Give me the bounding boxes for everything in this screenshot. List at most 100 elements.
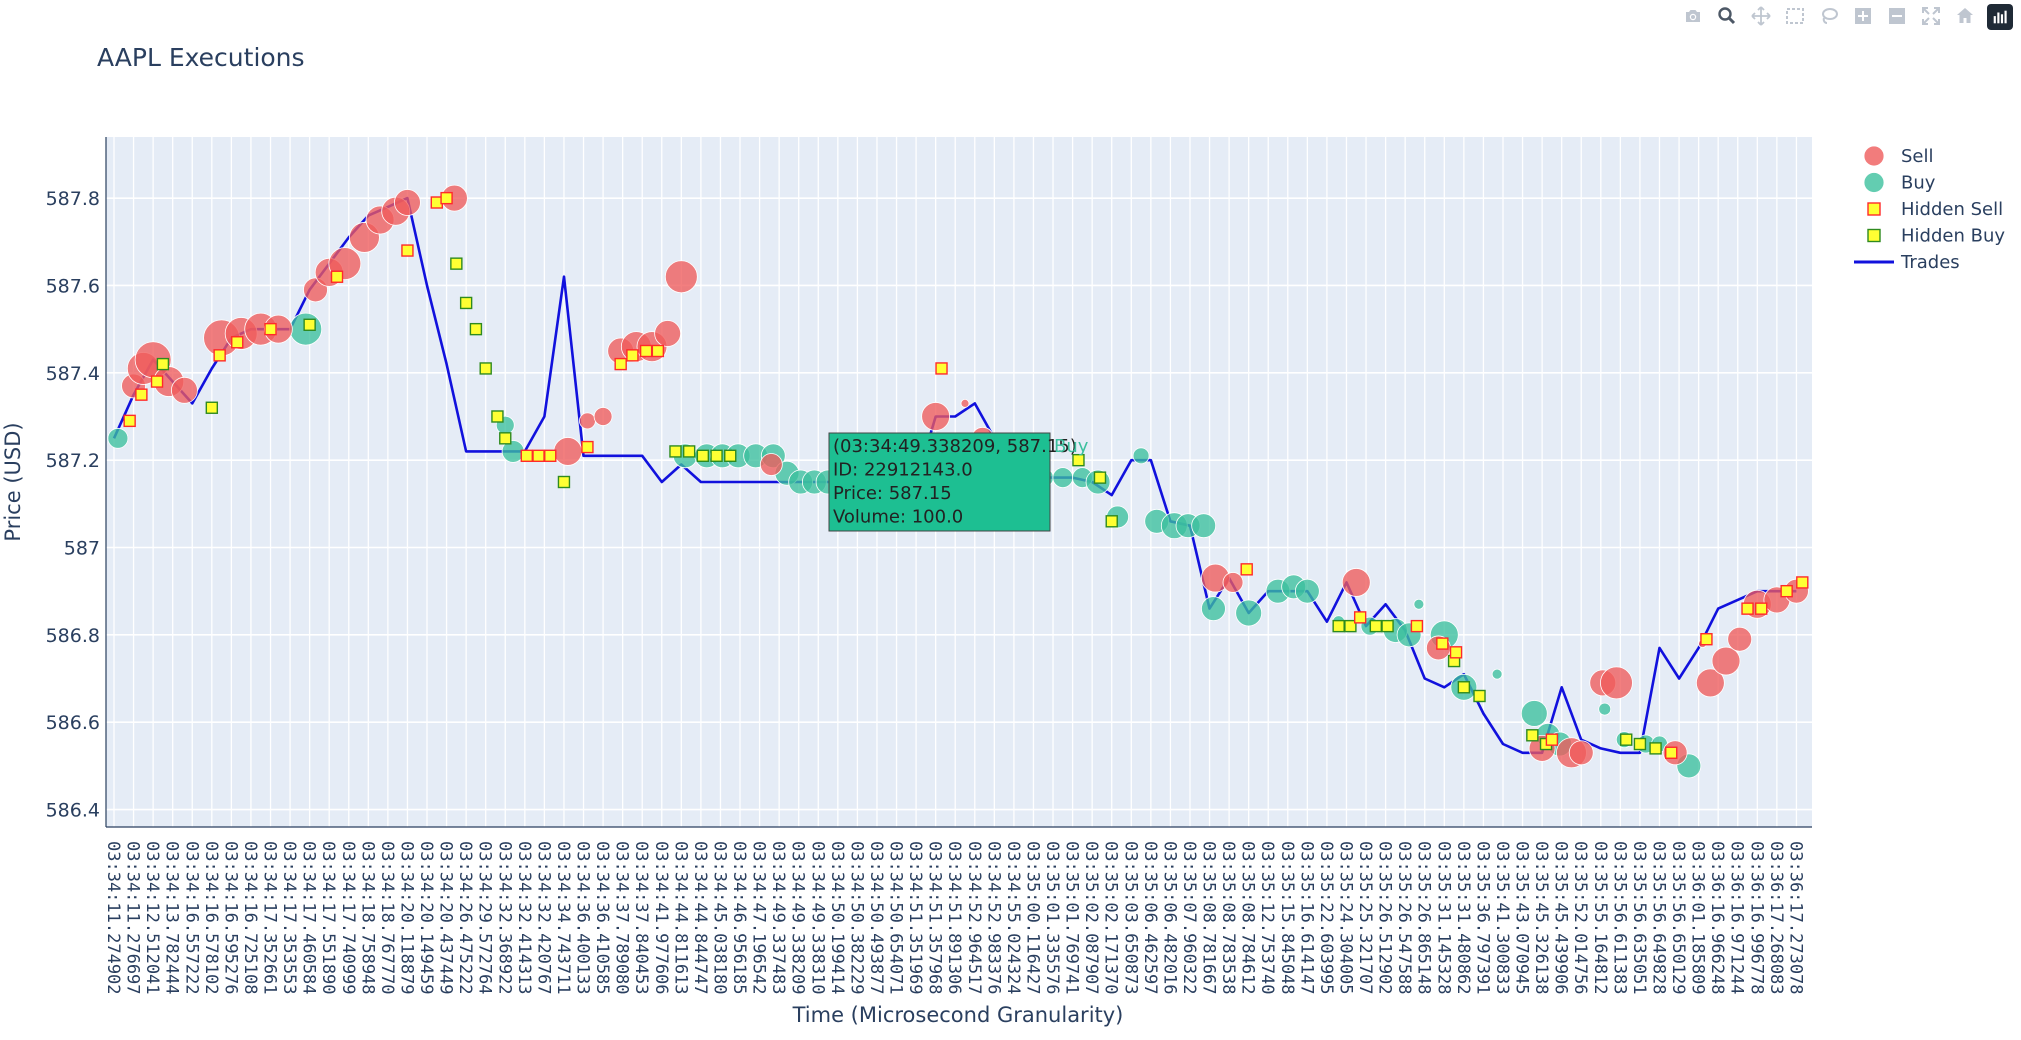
sell-point[interactable]: [1568, 740, 1594, 766]
buy-point[interactable]: [107, 427, 129, 449]
hidden-buy-point[interactable]: [156, 357, 170, 371]
hidden-buy-point[interactable]: [1526, 729, 1539, 742]
hidden-sell-point[interactable]: [135, 388, 148, 401]
hidden-sell-point[interactable]: [1780, 584, 1793, 598]
hidden-sell-point[interactable]: [532, 449, 545, 462]
hidden-buy-point[interactable]: [1633, 737, 1647, 751]
box-select-icon[interactable]: [1783, 4, 1807, 28]
hidden-sell-point[interactable]: [614, 357, 627, 371]
hidden-sell-point[interactable]: [401, 244, 414, 257]
hidden-sell-point[interactable]: [1410, 619, 1424, 633]
buy-point[interactable]: [1235, 599, 1263, 627]
hidden-buy-point[interactable]: [459, 296, 473, 310]
hidden-buy-point[interactable]: [479, 362, 492, 375]
legend-marker-buy[interactable]: [1863, 172, 1885, 193]
hidden-sell-point[interactable]: [123, 414, 136, 428]
legend-marker-hidden-buy[interactable]: [1867, 228, 1881, 243]
hidden-buy-point[interactable]: [303, 318, 316, 331]
hidden-buy-point[interactable]: [1473, 689, 1486, 703]
hidden-sell-point[interactable]: [264, 322, 277, 336]
lasso-icon[interactable]: [1817, 4, 1841, 28]
legend-label[interactable]: Trades: [1900, 252, 1960, 273]
sell-point[interactable]: [1222, 572, 1244, 593]
hidden-sell-point[interactable]: [1755, 602, 1768, 615]
buy-point[interactable]: [1413, 598, 1425, 610]
hidden-buy-point[interactable]: [669, 445, 682, 458]
zoom-icon[interactable]: [1715, 4, 1739, 28]
hidden-sell-point[interactable]: [330, 270, 344, 283]
hidden-buy-point[interactable]: [450, 257, 463, 270]
buy-point[interactable]: [1294, 578, 1320, 604]
sell-point[interactable]: [654, 320, 682, 347]
buy-point[interactable]: [1598, 702, 1612, 716]
hidden-buy-point[interactable]: [682, 445, 696, 458]
hidden-sell-point[interactable]: [1240, 563, 1253, 576]
buy-point[interactable]: [1052, 467, 1074, 489]
hidden-sell-point[interactable]: [1665, 746, 1678, 759]
hidden-sell-point[interactable]: [1796, 576, 1809, 589]
hidden-buy-point[interactable]: [1072, 453, 1085, 467]
buy-point[interactable]: [1132, 447, 1150, 465]
sell-point[interactable]: [921, 402, 951, 431]
hidden-buy-point[interactable]: [557, 475, 571, 489]
sell-point[interactable]: [1341, 568, 1371, 597]
sell-point[interactable]: [593, 407, 613, 426]
hidden-sell-point[interactable]: [651, 344, 665, 358]
hidden-sell-point[interactable]: [213, 349, 226, 362]
buy-point[interactable]: [1520, 700, 1548, 727]
hidden-sell-point[interactable]: [150, 375, 164, 388]
sell-point[interactable]: [664, 260, 698, 294]
sell-point[interactable]: [1711, 646, 1741, 676]
buy-point[interactable]: [1201, 596, 1226, 622]
hidden-sell-point[interactable]: [544, 449, 557, 462]
hidden-buy-point[interactable]: [1332, 619, 1345, 633]
legend-label[interactable]: Buy: [1901, 173, 1936, 194]
zoom-in-icon[interactable]: [1851, 4, 1875, 28]
hidden-buy-point[interactable]: [469, 322, 483, 336]
hidden-buy-point[interactable]: [1105, 515, 1118, 528]
hidden-buy-point[interactable]: [1344, 619, 1357, 633]
sell-point[interactable]: [1727, 626, 1753, 652]
legend-label[interactable]: Sell: [1901, 146, 1934, 167]
hidden-buy-point[interactable]: [491, 410, 504, 423]
sell-point[interactable]: [394, 189, 421, 216]
plotly-logo-icon[interactable]: [1987, 4, 2013, 30]
hidden-buy-point[interactable]: [1369, 619, 1383, 633]
buy-point[interactable]: [1491, 668, 1503, 680]
hidden-sell-point[interactable]: [1449, 646, 1463, 659]
sell-point[interactable]: [1600, 666, 1633, 700]
hidden-sell-point[interactable]: [1545, 733, 1559, 746]
legend-marker-sell[interactable]: [1863, 145, 1885, 167]
camera-icon[interactable]: [1681, 4, 1705, 28]
hidden-buy-point[interactable]: [1457, 681, 1471, 694]
legend-label[interactable]: Hidden Sell: [1901, 199, 2003, 220]
hidden-sell-point[interactable]: [1436, 637, 1449, 650]
buy-point[interactable]: [1191, 513, 1217, 539]
hidden-buy-point[interactable]: [696, 449, 710, 462]
hidden-sell-point[interactable]: [1700, 633, 1713, 646]
hidden-sell-point[interactable]: [581, 440, 594, 454]
hidden-sell-point[interactable]: [1353, 611, 1367, 624]
hidden-buy-point[interactable]: [724, 449, 737, 462]
hidden-buy-point[interactable]: [499, 432, 512, 445]
hidden-sell-point[interactable]: [626, 349, 639, 362]
hidden-sell-point[interactable]: [520, 449, 533, 462]
hidden-buy-point[interactable]: [1093, 471, 1107, 484]
sell-point[interactable]: [553, 437, 583, 466]
hidden-sell-point[interactable]: [231, 336, 244, 349]
legend-marker-hidden-sell[interactable]: [1867, 202, 1881, 216]
sell-point[interactable]: [960, 398, 970, 408]
sell-point[interactable]: [759, 453, 783, 476]
sell-point[interactable]: [579, 412, 596, 430]
hidden-sell-point[interactable]: [440, 191, 453, 205]
hidden-buy-point[interactable]: [1649, 742, 1662, 755]
hidden-buy-point[interactable]: [1620, 733, 1633, 746]
legend-label[interactable]: Hidden Buy: [1901, 226, 2005, 247]
hidden-sell-point[interactable]: [1741, 602, 1754, 615]
zoom-out-icon[interactable]: [1885, 4, 1909, 28]
autoscale-icon[interactable]: [1919, 4, 1943, 28]
sell-point[interactable]: [171, 376, 198, 404]
hidden-sell-point[interactable]: [639, 344, 653, 358]
hidden-buy-point[interactable]: [710, 449, 723, 462]
home-icon[interactable]: [1953, 4, 1977, 28]
